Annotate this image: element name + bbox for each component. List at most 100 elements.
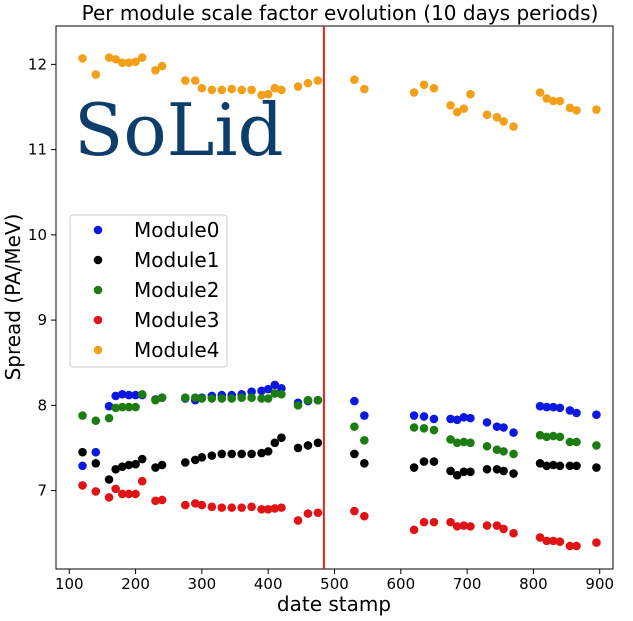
- data-point-module3: [565, 541, 575, 551]
- data-point-module2: [247, 393, 256, 402]
- data-point-module1: [549, 460, 558, 470]
- data-point-module4: [247, 85, 256, 95]
- data-point-module4: [572, 106, 581, 115]
- data-point-module2: [207, 394, 217, 403]
- x-tick-label: 200: [121, 575, 150, 593]
- data-point-module4: [197, 83, 207, 93]
- data-point-module3: [313, 508, 323, 518]
- y-tick-label: 12: [28, 55, 47, 73]
- data-point-module0: [492, 422, 502, 431]
- data-point-module0: [555, 403, 565, 413]
- data-point-module2: [555, 432, 565, 442]
- data-point-module2: [131, 402, 140, 412]
- data-point-module1: [263, 447, 273, 456]
- data-point-module3: [157, 495, 167, 505]
- data-point-module0: [270, 380, 280, 390]
- data-point-module2: [151, 395, 160, 405]
- legend-label: Module4: [134, 338, 219, 362]
- data-point-module2: [277, 389, 286, 399]
- data-point-module3: [124, 489, 134, 499]
- data-point-module0: [247, 387, 256, 396]
- data-point-module4: [555, 96, 565, 106]
- chart-title: Per module scale factor evolution (10 da…: [82, 1, 599, 25]
- data-point-module2: [293, 401, 303, 410]
- data-point-module3: [555, 537, 565, 547]
- data-point-module0: [350, 396, 359, 406]
- data-point-module1: [542, 461, 551, 471]
- data-point-module2: [217, 394, 227, 403]
- data-point-module1: [592, 463, 601, 472]
- data-point-module2: [124, 402, 134, 412]
- data-point-module0: [509, 428, 518, 437]
- data-point-module3: [247, 502, 256, 512]
- data-point-module1: [237, 449, 246, 459]
- data-point-module4: [466, 89, 475, 99]
- data-point-module3: [257, 505, 266, 514]
- data-point-module2: [257, 394, 266, 403]
- data-point-module1: [293, 443, 303, 453]
- data-point-module1: [181, 458, 190, 467]
- data-point-module1: [257, 448, 266, 458]
- data-point-module2: [409, 423, 419, 432]
- data-point-module4: [303, 78, 313, 88]
- data-point-module2: [190, 393, 200, 402]
- data-point-module1: [277, 433, 286, 443]
- data-point-module0: [452, 415, 462, 425]
- data-point-module2: [350, 422, 359, 431]
- data-point-module3: [111, 484, 120, 494]
- legend-marker-module1: [93, 255, 103, 265]
- data-point-module3: [542, 536, 551, 546]
- legend-label: Module0: [134, 218, 219, 242]
- data-point-module2: [263, 394, 273, 403]
- y-tick-label: 10: [28, 226, 47, 244]
- data-point-module4: [499, 117, 508, 126]
- data-point-module2: [137, 389, 147, 399]
- data-point-module0: [572, 408, 581, 418]
- data-point-module1: [227, 449, 237, 459]
- solid-logo: SoLid: [74, 88, 284, 172]
- legend: Module0 Module1 Module2 Module3 Module4: [69, 214, 228, 368]
- data-point-module1: [555, 461, 565, 471]
- data-point-module3: [217, 503, 227, 512]
- data-point-module3: [549, 536, 558, 546]
- x-tick-label: 100: [55, 575, 84, 593]
- y-tick-label: 11: [28, 141, 47, 159]
- data-point-module4: [565, 103, 575, 113]
- data-point-module1: [124, 460, 134, 470]
- data-point-module3: [137, 476, 147, 486]
- legend-label: Module3: [134, 308, 219, 332]
- data-point-module0: [104, 401, 114, 411]
- data-point-module3: [91, 487, 101, 496]
- data-point-module2: [419, 424, 429, 433]
- data-point-module4: [542, 94, 551, 103]
- data-point-module4: [263, 89, 273, 99]
- data-point-module3: [277, 503, 286, 512]
- data-point-module2: [104, 413, 114, 423]
- data-point-module4: [509, 122, 518, 131]
- data-point-module3: [104, 493, 114, 502]
- data-point-module1: [492, 464, 502, 474]
- x-tick-label: 600: [386, 575, 415, 593]
- data-point-module3: [492, 521, 502, 530]
- data-point-module2: [549, 431, 558, 441]
- x-axis-label: date stamp: [277, 592, 391, 616]
- data-point-module1: [217, 449, 227, 459]
- legend-label: Module1: [134, 248, 219, 272]
- data-point-module1: [151, 463, 160, 472]
- data-point-module1: [466, 467, 475, 477]
- data-point-module2: [237, 393, 246, 402]
- data-point-module4: [217, 85, 227, 95]
- data-point-module1: [111, 464, 120, 474]
- data-point-module1: [157, 460, 167, 470]
- legend-marker-module3: [93, 315, 103, 325]
- logo-text: SoLid: [74, 88, 284, 172]
- legend-box: [69, 214, 228, 368]
- x-tick-label: 700: [453, 575, 482, 593]
- data-point-module1: [565, 461, 575, 471]
- data-point-module0: [263, 384, 273, 394]
- data-point-module2: [360, 435, 369, 445]
- data-point-module2: [535, 430, 545, 440]
- data-point-module3: [446, 517, 455, 527]
- data-point-module2: [446, 435, 455, 444]
- data-point-module1: [446, 466, 455, 476]
